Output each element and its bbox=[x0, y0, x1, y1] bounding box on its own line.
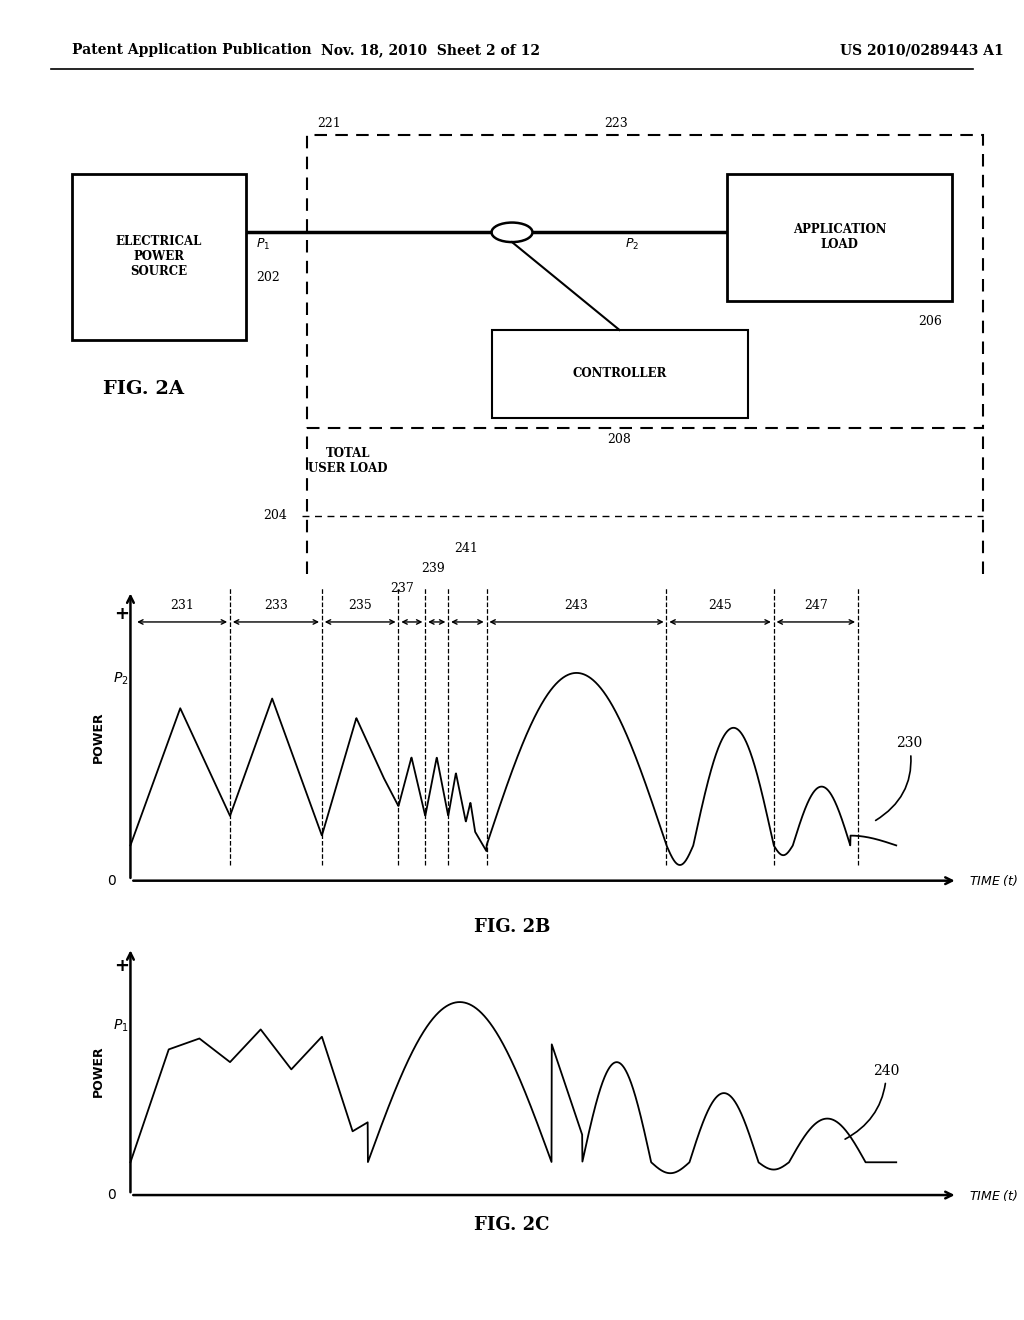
Text: 247: 247 bbox=[804, 599, 827, 612]
Text: 223: 223 bbox=[604, 116, 628, 129]
Text: 233: 233 bbox=[264, 599, 288, 612]
Text: 204: 204 bbox=[263, 510, 287, 523]
Text: Nov. 18, 2010  Sheet 2 of 12: Nov. 18, 2010 Sheet 2 of 12 bbox=[321, 44, 540, 57]
Text: 202: 202 bbox=[256, 272, 280, 284]
Text: 0: 0 bbox=[106, 1188, 116, 1203]
Text: ELECTRICAL
POWER
SOURCE: ELECTRICAL POWER SOURCE bbox=[116, 235, 202, 279]
Text: 243: 243 bbox=[564, 599, 588, 612]
Text: 208: 208 bbox=[607, 433, 632, 446]
Text: 239: 239 bbox=[421, 562, 444, 576]
FancyBboxPatch shape bbox=[72, 174, 246, 339]
FancyBboxPatch shape bbox=[492, 330, 748, 418]
Text: $P_2$: $P_2$ bbox=[114, 671, 129, 686]
Text: CONTROLLER: CONTROLLER bbox=[572, 367, 667, 380]
Text: APPLICATION
LOAD: APPLICATION LOAD bbox=[793, 223, 887, 251]
Text: +: + bbox=[114, 605, 129, 623]
Text: 241: 241 bbox=[454, 543, 478, 556]
Text: FIG. 2C: FIG. 2C bbox=[474, 1216, 550, 1234]
Text: 231: 231 bbox=[170, 599, 194, 612]
Text: POWER: POWER bbox=[92, 711, 104, 763]
Text: $P_1$: $P_1$ bbox=[256, 238, 270, 252]
Text: 245: 245 bbox=[709, 599, 732, 612]
Text: 0: 0 bbox=[106, 874, 116, 887]
Text: TIME ($t$): TIME ($t$) bbox=[969, 874, 1018, 888]
FancyBboxPatch shape bbox=[727, 174, 952, 301]
Text: POWER: POWER bbox=[92, 1045, 104, 1097]
Text: 221: 221 bbox=[317, 116, 341, 129]
Text: 230: 230 bbox=[876, 737, 923, 821]
Text: FIG. 2A: FIG. 2A bbox=[102, 380, 184, 397]
Text: 206: 206 bbox=[919, 315, 942, 329]
Text: TIME ($t$): TIME ($t$) bbox=[969, 1188, 1018, 1203]
Text: $P_2$: $P_2$ bbox=[625, 238, 639, 252]
Text: US 2010/0289443 A1: US 2010/0289443 A1 bbox=[840, 44, 1004, 57]
Text: FIG. 2B: FIG. 2B bbox=[474, 917, 550, 936]
Text: 240: 240 bbox=[845, 1064, 900, 1139]
Text: TOTAL
USER LOAD: TOTAL USER LOAD bbox=[308, 447, 388, 475]
Text: +: + bbox=[114, 957, 129, 974]
Text: Patent Application Publication: Patent Application Publication bbox=[72, 44, 311, 57]
Text: $P_1$: $P_1$ bbox=[114, 1018, 129, 1034]
Text: 237: 237 bbox=[390, 582, 414, 594]
Text: 235: 235 bbox=[348, 599, 372, 612]
